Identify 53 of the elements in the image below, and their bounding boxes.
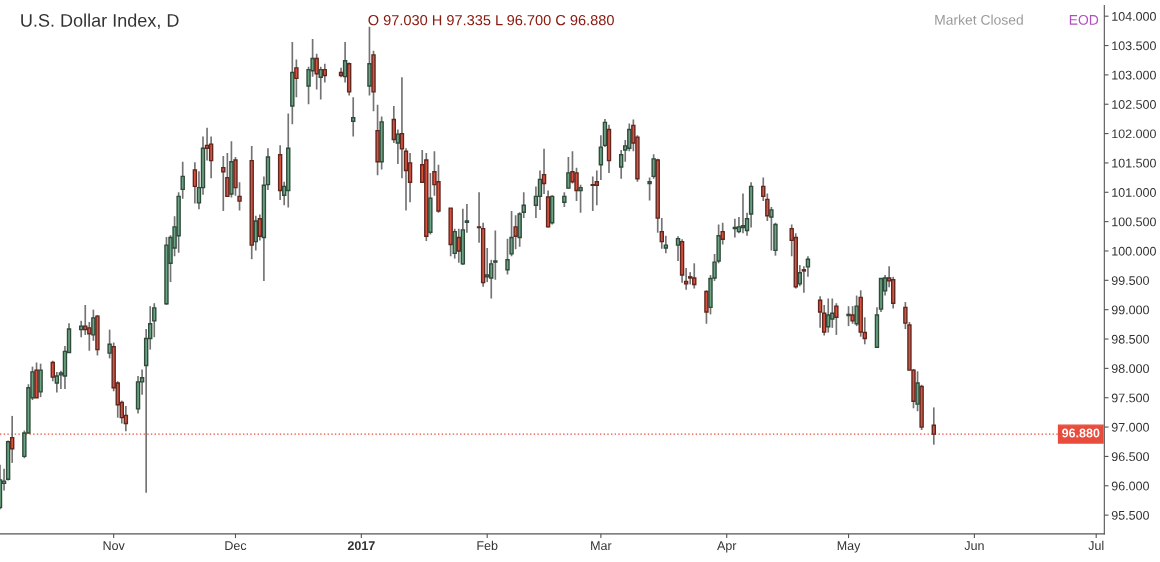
- candlestick: [590, 175, 595, 212]
- x-tick-label: Apr: [717, 541, 737, 553]
- candlestick: [38, 362, 43, 398]
- y-tick-label: 101.000: [1112, 188, 1156, 197]
- candlestick: [452, 227, 457, 260]
- candlestick: [834, 302, 839, 336]
- chart-title: U.S. Dollar Index, D: [21, 13, 179, 29]
- y-tick-label: 95.500: [1111, 510, 1150, 520]
- x-tick-label: 2017: [347, 541, 375, 551]
- candlestick: [322, 62, 328, 84]
- y-tick-label: 104.000: [1112, 11, 1156, 21]
- y-tick-label: 99.000: [1111, 305, 1150, 315]
- x-tick-label: May: [837, 541, 861, 553]
- y-tick-label: 100.000: [1112, 246, 1156, 256]
- y-tick-label: 99.500: [1111, 276, 1150, 285]
- y-tick-label: 100.500: [1112, 217, 1156, 227]
- candlestick: [826, 297, 831, 334]
- annotation: Market Closed: [935, 14, 1023, 25]
- x-tick-label: Jun: [964, 541, 984, 551]
- candlestick: [351, 96, 356, 138]
- annotation: O 97.030 H 97.335 L 96.700 C 96.880: [368, 14, 614, 26]
- candlestick: [594, 169, 600, 207]
- y-tick-label: 103.000: [1112, 70, 1156, 80]
- candlestick: [456, 227, 461, 264]
- y-tick-label: 102.500: [1112, 100, 1156, 109]
- candlestick: [505, 237, 510, 276]
- candlestick: [578, 183, 583, 214]
- candlestick: [931, 406, 937, 446]
- candlestick: [367, 25, 372, 97]
- y-tick-label: 102.000: [1112, 129, 1156, 139]
- x-tick-label: Mar: [591, 541, 612, 551]
- y-tick-label: 98.000: [1111, 364, 1150, 374]
- y-tick-label: 103.500: [1112, 41, 1156, 51]
- x-tick-label: Dec: [225, 541, 247, 551]
- y-tick-label: 98.500: [1111, 334, 1150, 344]
- y-tick-label: 96.500: [1111, 452, 1150, 462]
- annotation: EOD: [1069, 14, 1099, 25]
- y-tick-label: 96.000: [1111, 481, 1150, 491]
- x-tick-label: Nov: [103, 541, 125, 551]
- candlestick: [484, 247, 490, 283]
- candlestick: [647, 176, 652, 202]
- candlestick: [854, 294, 859, 327]
- x-tick-label: Jul: [1088, 540, 1104, 551]
- ref-line-label: 96.880: [1062, 428, 1100, 438]
- candlestick: [692, 262, 697, 290]
- candlestick: [221, 155, 226, 212]
- y-tick-label: 101.500: [1112, 158, 1156, 168]
- candlestick: [192, 161, 198, 205]
- x-tick-label: Feb: [477, 540, 498, 551]
- y-tick-label: 97.500: [1111, 393, 1150, 403]
- candlestick: [253, 214, 258, 252]
- y-tick-label: 97.000: [1111, 422, 1150, 432]
- candlestick: [651, 153, 656, 180]
